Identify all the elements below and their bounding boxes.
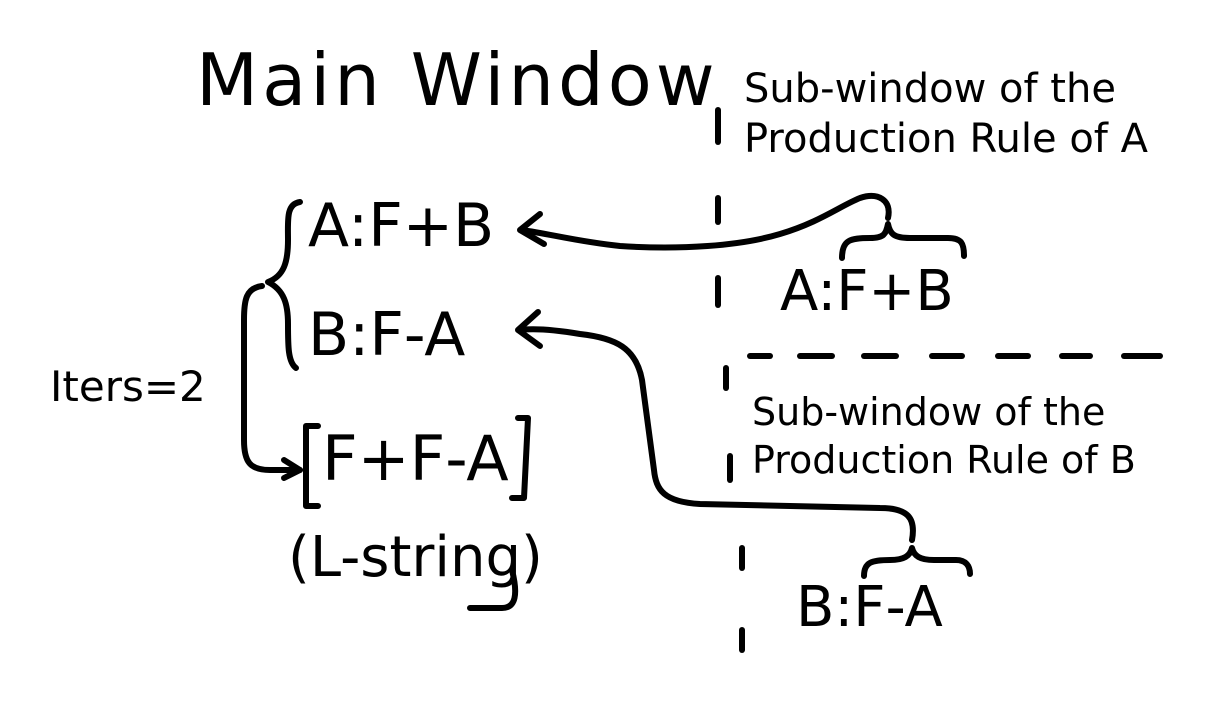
sub-window-a-title: Sub-window of the Production Rule of A [744, 64, 1148, 164]
sub-window-a-rule-head: A: [780, 259, 837, 324]
lstring-left-bracket [303, 423, 321, 509]
sub-window-b-title-line1: Sub-window of the [752, 390, 1106, 434]
lstring-caption-hook [467, 567, 519, 611]
subB-brace [861, 545, 973, 579]
sub-window-a-title-line2: Production Rule of A [744, 116, 1148, 162]
sub-window-b-rule-body: F-A [853, 575, 943, 640]
production-rule-b: B:F-A [308, 300, 466, 370]
arrow-subA-to-ruleA [519, 193, 892, 251]
sub-window-b-title-line2: Production Rule of B [752, 438, 1136, 482]
vertical-divider [715, 107, 745, 653]
sub-window-a-title-line1: Sub-window of the [744, 66, 1116, 112]
sub-window-a-rule-body: F+B [836, 259, 954, 324]
lstring-right-bracket [509, 415, 531, 501]
sub-window-a-rule: A:F+B [780, 264, 954, 320]
main-window-title: Main Window [196, 38, 719, 122]
sub-window-b-title: Sub-window of the Production Rule of B [752, 388, 1136, 484]
arrow-subA-arrowhead [517, 211, 547, 247]
arrow-subB-to-ruleB [517, 326, 916, 543]
sub-window-b-rule-head: B: [796, 575, 854, 640]
rules-brace [265, 199, 303, 371]
subA-brace [839, 221, 967, 261]
sub-window-b-rule: B:F-A [796, 580, 943, 636]
arrow-subB-arrowhead [515, 309, 543, 349]
production-rule-a: A:F+B [308, 191, 495, 261]
l-string-result: F+F-A [322, 422, 509, 495]
iters-arrowhead [281, 457, 303, 481]
iterations-label: Iters=2 [50, 362, 206, 411]
l-string-caption: (L-string) [288, 525, 543, 590]
iters-bracket [241, 283, 303, 473]
